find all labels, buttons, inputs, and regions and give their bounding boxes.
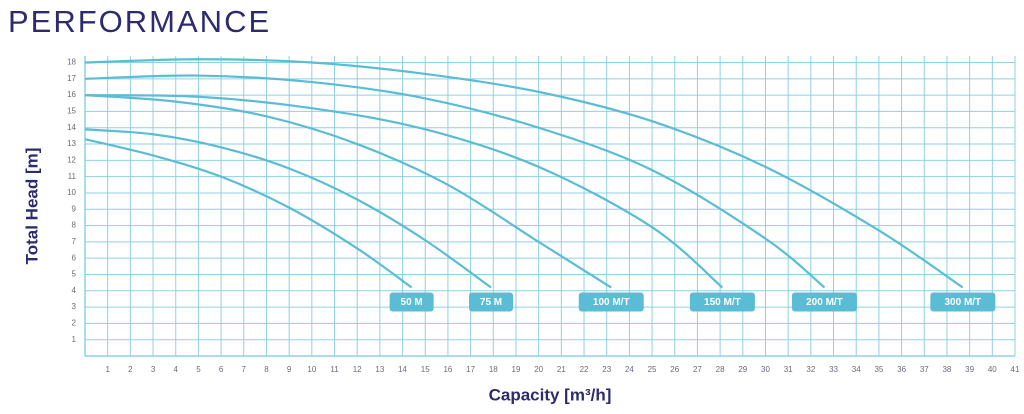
x-tick-label: 33 (829, 365, 838, 374)
x-tick-label: 4 (174, 365, 179, 374)
y-tick-label: 9 (72, 204, 77, 213)
x-tick-label: 41 (1011, 365, 1020, 374)
x-tick-label: 3 (151, 365, 156, 374)
y-tick-label: 17 (67, 74, 76, 83)
y-tick-label: 14 (67, 123, 76, 132)
series-label: 200 M/T (806, 297, 843, 308)
x-tick-label: 2 (128, 365, 133, 374)
x-tick-label: 11 (330, 365, 339, 374)
x-tick-label: 8 (264, 365, 269, 374)
x-tick-label: 29 (738, 365, 747, 374)
x-tick-label: 14 (398, 365, 407, 374)
y-tick-label: 6 (72, 253, 77, 262)
x-tick-label: 19 (512, 365, 521, 374)
series-label-box (578, 292, 644, 312)
x-tick-label: 7 (242, 365, 247, 374)
series-label: 300 M/T (944, 297, 981, 308)
series-label: 50 M (401, 297, 423, 308)
chart-title: PERFORMANCE (8, 4, 271, 39)
x-tick-label: 15 (421, 365, 430, 374)
y-tick-label: 13 (67, 139, 76, 148)
y-tick-label: 16 (67, 90, 76, 99)
y-tick-label: 8 (72, 221, 77, 230)
x-tick-label: 31 (784, 365, 793, 374)
x-tick-label: 16 (443, 365, 452, 374)
x-tick-label: 28 (716, 365, 725, 374)
series-label: 75 M (480, 297, 502, 308)
x-tick-label: 35 (874, 365, 883, 374)
curve (84, 94, 724, 289)
y-tick-label: 3 (72, 302, 77, 311)
x-axis-label: Capacity [m³/h] (489, 385, 612, 404)
series-label-box (389, 292, 434, 312)
x-tick-label: 38 (942, 365, 951, 374)
y-tick-label: 1 (72, 335, 77, 344)
curve (84, 94, 612, 289)
x-tick-label: 23 (602, 365, 611, 374)
x-tick-label: 13 (375, 365, 384, 374)
series-label: 100 M/T (593, 297, 630, 308)
x-tick-label: 40 (988, 365, 997, 374)
y-tick-label: 2 (72, 319, 77, 328)
x-tick-label: 24 (625, 365, 634, 374)
x-tick-label: 1 (105, 365, 110, 374)
x-tick-label: 34 (852, 365, 861, 374)
y-tick-label: 5 (72, 270, 77, 279)
curve (84, 128, 492, 289)
y-tick-label: 15 (67, 107, 76, 116)
series-label-box (791, 292, 857, 312)
x-tick-label: 25 (648, 365, 657, 374)
x-tick-label: 39 (965, 365, 974, 374)
x-tick-label: 5 (196, 365, 201, 374)
x-tick-label: 9 (287, 365, 292, 374)
x-tick-label: 32 (806, 365, 815, 374)
x-tick-label: 27 (693, 365, 702, 374)
curve (84, 74, 826, 289)
series-label-box (469, 292, 514, 312)
series-label-box (689, 292, 755, 312)
x-tick-label: 12 (353, 365, 362, 374)
x-tick-label: 10 (307, 365, 316, 374)
x-tick-label: 36 (897, 365, 906, 374)
x-tick-label: 37 (920, 365, 929, 374)
y-tick-label: 10 (67, 188, 76, 197)
x-tick-label: 6 (219, 365, 224, 374)
series-label-box (930, 292, 996, 312)
y-tick-label: 4 (72, 286, 77, 295)
series-label: 150 M/T (704, 297, 741, 308)
curve (84, 138, 413, 289)
x-tick-label: 17 (466, 365, 475, 374)
x-tick-label: 22 (580, 365, 589, 374)
x-tick-label: 18 (489, 365, 498, 374)
x-tick-label: 30 (761, 365, 770, 374)
y-tick-label: 18 (67, 58, 76, 67)
y-tick-label: 11 (68, 172, 77, 181)
y-tick-label: 7 (72, 237, 77, 246)
y-axis-label: Total Head [m] (22, 148, 41, 265)
y-tick-label: 12 (67, 155, 76, 164)
x-tick-label: 20 (534, 365, 543, 374)
curve (84, 58, 964, 289)
x-tick-label: 26 (670, 365, 679, 374)
x-tick-label: 21 (557, 365, 566, 374)
